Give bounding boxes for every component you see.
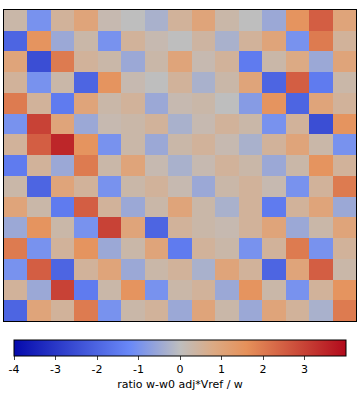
svg-text:3: 3 [301, 363, 308, 376]
svg-text:1: 1 [218, 363, 225, 376]
svg-text:-1: -1 [133, 363, 144, 376]
svg-text:-4: -4 [9, 363, 20, 376]
svg-text:-3: -3 [50, 363, 61, 376]
svg-text:2: 2 [260, 363, 267, 376]
svg-text:0: 0 [177, 363, 184, 376]
svg-text:ratio w-w0 adj*Vref / w: ratio w-w0 adj*Vref / w [117, 378, 243, 391]
svg-text:-2: -2 [92, 363, 103, 376]
